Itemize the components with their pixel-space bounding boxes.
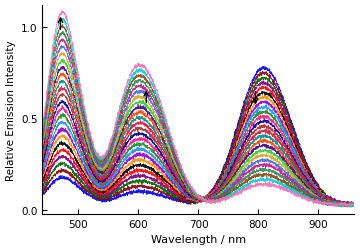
Y-axis label: Relative Emission Intensity: Relative Emission Intensity — [5, 40, 15, 180]
X-axis label: Wavelength / nm: Wavelength / nm — [151, 234, 246, 244]
